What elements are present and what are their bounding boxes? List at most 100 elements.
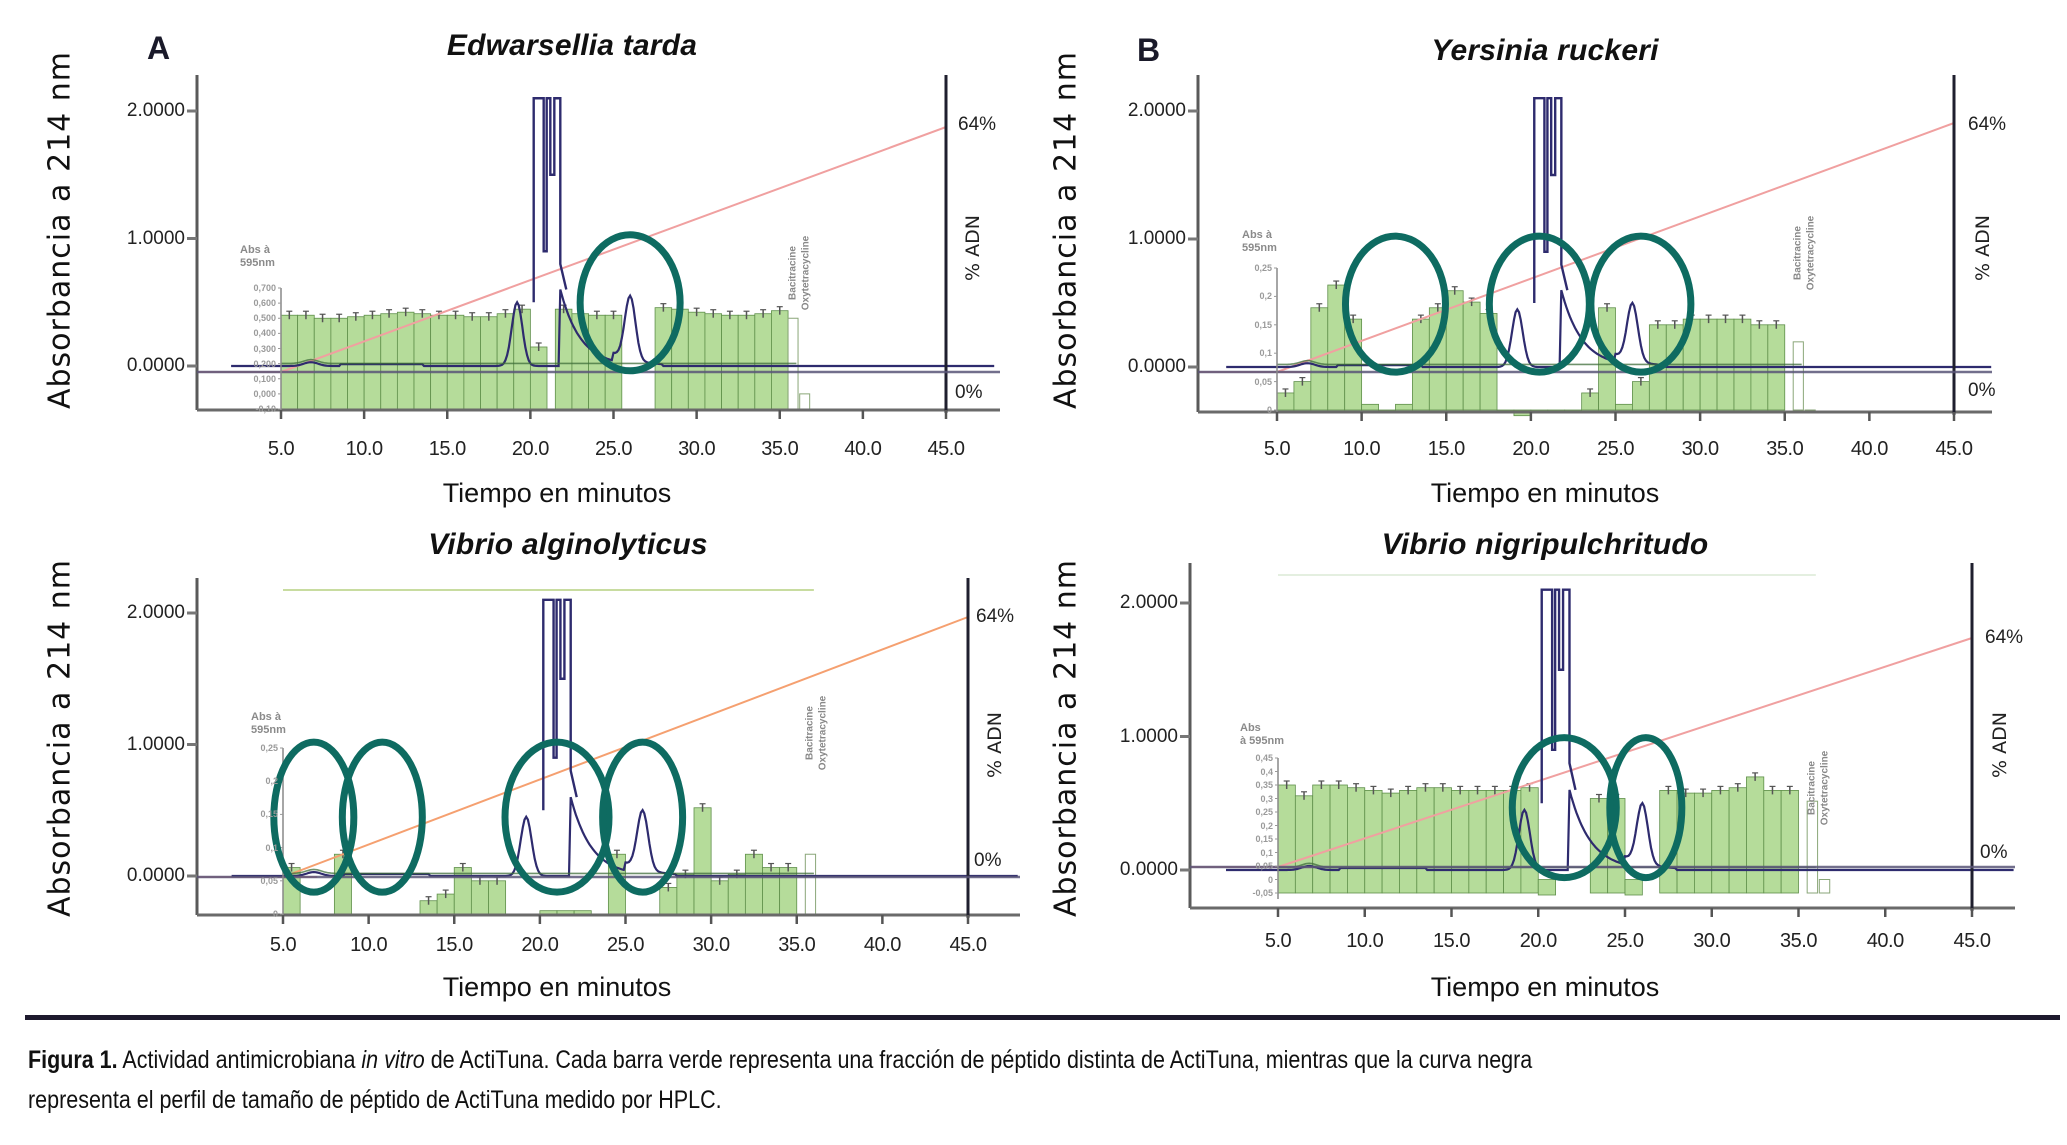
bar	[571, 313, 589, 410]
bar	[1682, 318, 1701, 411]
bar	[1676, 792, 1695, 894]
bar	[436, 893, 455, 915]
x-tick-label: 20.0	[511, 438, 549, 460]
caption-separator	[25, 1015, 2060, 1020]
bar	[1462, 301, 1481, 411]
bar	[1632, 381, 1650, 411]
bar	[280, 314, 299, 410]
y-tick-label: 0.0000	[1119, 859, 1178, 880]
bar	[402, 913, 421, 917]
hplc-main-peak	[542, 598, 578, 811]
x-tick-label: 20.0	[1512, 438, 1550, 460]
secondary-tick-label: 0,600	[253, 298, 276, 309]
bar	[282, 867, 301, 915]
figure-caption-line-1: Figura 1. Actividad antimicrobiana in vi…	[28, 1046, 1532, 1075]
secondary-tick-label: 0	[272, 909, 278, 919]
secondary-tick-label: 0,15	[1254, 319, 1272, 330]
x-tick-label: 25.0	[1606, 930, 1644, 952]
x-tick-label: 10.0	[1346, 930, 1384, 952]
secondary-tick-label: 0,2	[1259, 291, 1272, 302]
control-bar	[1804, 409, 1816, 412]
x-tick-label: 35.0	[761, 438, 799, 460]
highlight-circle	[1587, 232, 1695, 376]
control-label: Bacitracine	[804, 706, 816, 760]
y2-axis-label: % ADN	[984, 712, 1006, 778]
bar	[446, 314, 465, 410]
control-label: Bacitracine	[1806, 761, 1818, 815]
y-tick-label: 2.0000	[126, 100, 185, 121]
bar	[1763, 790, 1782, 894]
bar	[380, 313, 398, 410]
bar	[588, 314, 606, 410]
y2-bottom-label: 0%	[974, 850, 1002, 871]
bar	[1399, 790, 1418, 894]
bar	[316, 913, 335, 917]
bar	[590, 913, 609, 917]
y2-axis-label: % ADN	[1989, 712, 2011, 778]
caption-label: Figura 1.	[28, 1046, 118, 1074]
green-curve	[283, 868, 814, 875]
secondary-tick-label: 0,700	[253, 283, 276, 293]
bar	[330, 317, 348, 410]
secondary-axis-title: Abs à 595nm	[240, 244, 275, 269]
bar	[1503, 790, 1522, 894]
x-axis-label: Tiempo en minutos	[1430, 478, 1660, 508]
secondary-tick-label: 0,25	[260, 743, 278, 753]
bar	[463, 316, 481, 410]
hplc-curve	[231, 289, 995, 368]
bar	[1294, 795, 1314, 894]
secondary-tick-label: 0,05	[1255, 861, 1273, 871]
bar	[1395, 403, 1413, 411]
x-axis-label: Tiempo en minutos	[442, 972, 672, 1002]
bar	[488, 880, 507, 915]
bar	[1615, 403, 1633, 411]
bar	[1530, 409, 1549, 413]
bar	[1378, 409, 1396, 413]
bar	[762, 867, 781, 915]
bar	[1361, 403, 1379, 411]
bar	[607, 853, 626, 915]
highlight-circle	[1485, 232, 1593, 376]
highlight-circle	[1606, 734, 1686, 882]
control-label: Oxytetracycline	[817, 695, 829, 771]
hplc-main-peak	[1540, 588, 1577, 804]
x-tick-label: 5.0	[269, 934, 297, 956]
bar	[754, 313, 772, 410]
y2-axis-label: % ADN	[962, 215, 984, 281]
y-axis-label: Absorbancia a 214 nm	[1048, 50, 1084, 410]
x-tick-label: 5.0	[1263, 438, 1291, 460]
bar	[419, 900, 438, 915]
figure-caption-line-2: representa el perfil de tamaño de péptid…	[28, 1086, 722, 1114]
control-label: Bacitracine	[1792, 226, 1804, 280]
bar	[1648, 324, 1667, 411]
bar	[604, 314, 623, 410]
bar	[1767, 324, 1786, 411]
bar	[693, 807, 712, 915]
bar	[1327, 284, 1346, 411]
y2-bottom-label: 0%	[1980, 842, 2008, 863]
caption-text: Actividad antimicrobiana	[117, 1046, 362, 1074]
bar	[299, 913, 318, 917]
bar	[1513, 409, 1532, 417]
secondary-tick-label: 0,05	[1254, 376, 1272, 387]
secondary-tick-label: 0,3	[1260, 793, 1273, 804]
bar	[554, 308, 573, 410]
y-tick-label: 0.0000	[126, 865, 185, 886]
gradient-line	[1277, 637, 1973, 868]
control-label: Oxytetracycline	[1805, 215, 1817, 291]
bar	[430, 314, 448, 410]
bar	[1312, 784, 1331, 894]
x-tick-label: 5.0	[267, 438, 295, 460]
control-label: Oxytetracycline	[1819, 750, 1831, 826]
x-tick-label: 5.0	[1264, 930, 1292, 952]
x-tick-label: 15.0	[1427, 438, 1465, 460]
bar	[642, 913, 661, 917]
bar	[1598, 307, 1616, 411]
chart-title: Yersinia ruckeri	[1431, 34, 1659, 67]
bar	[333, 853, 352, 915]
bar	[671, 308, 689, 410]
